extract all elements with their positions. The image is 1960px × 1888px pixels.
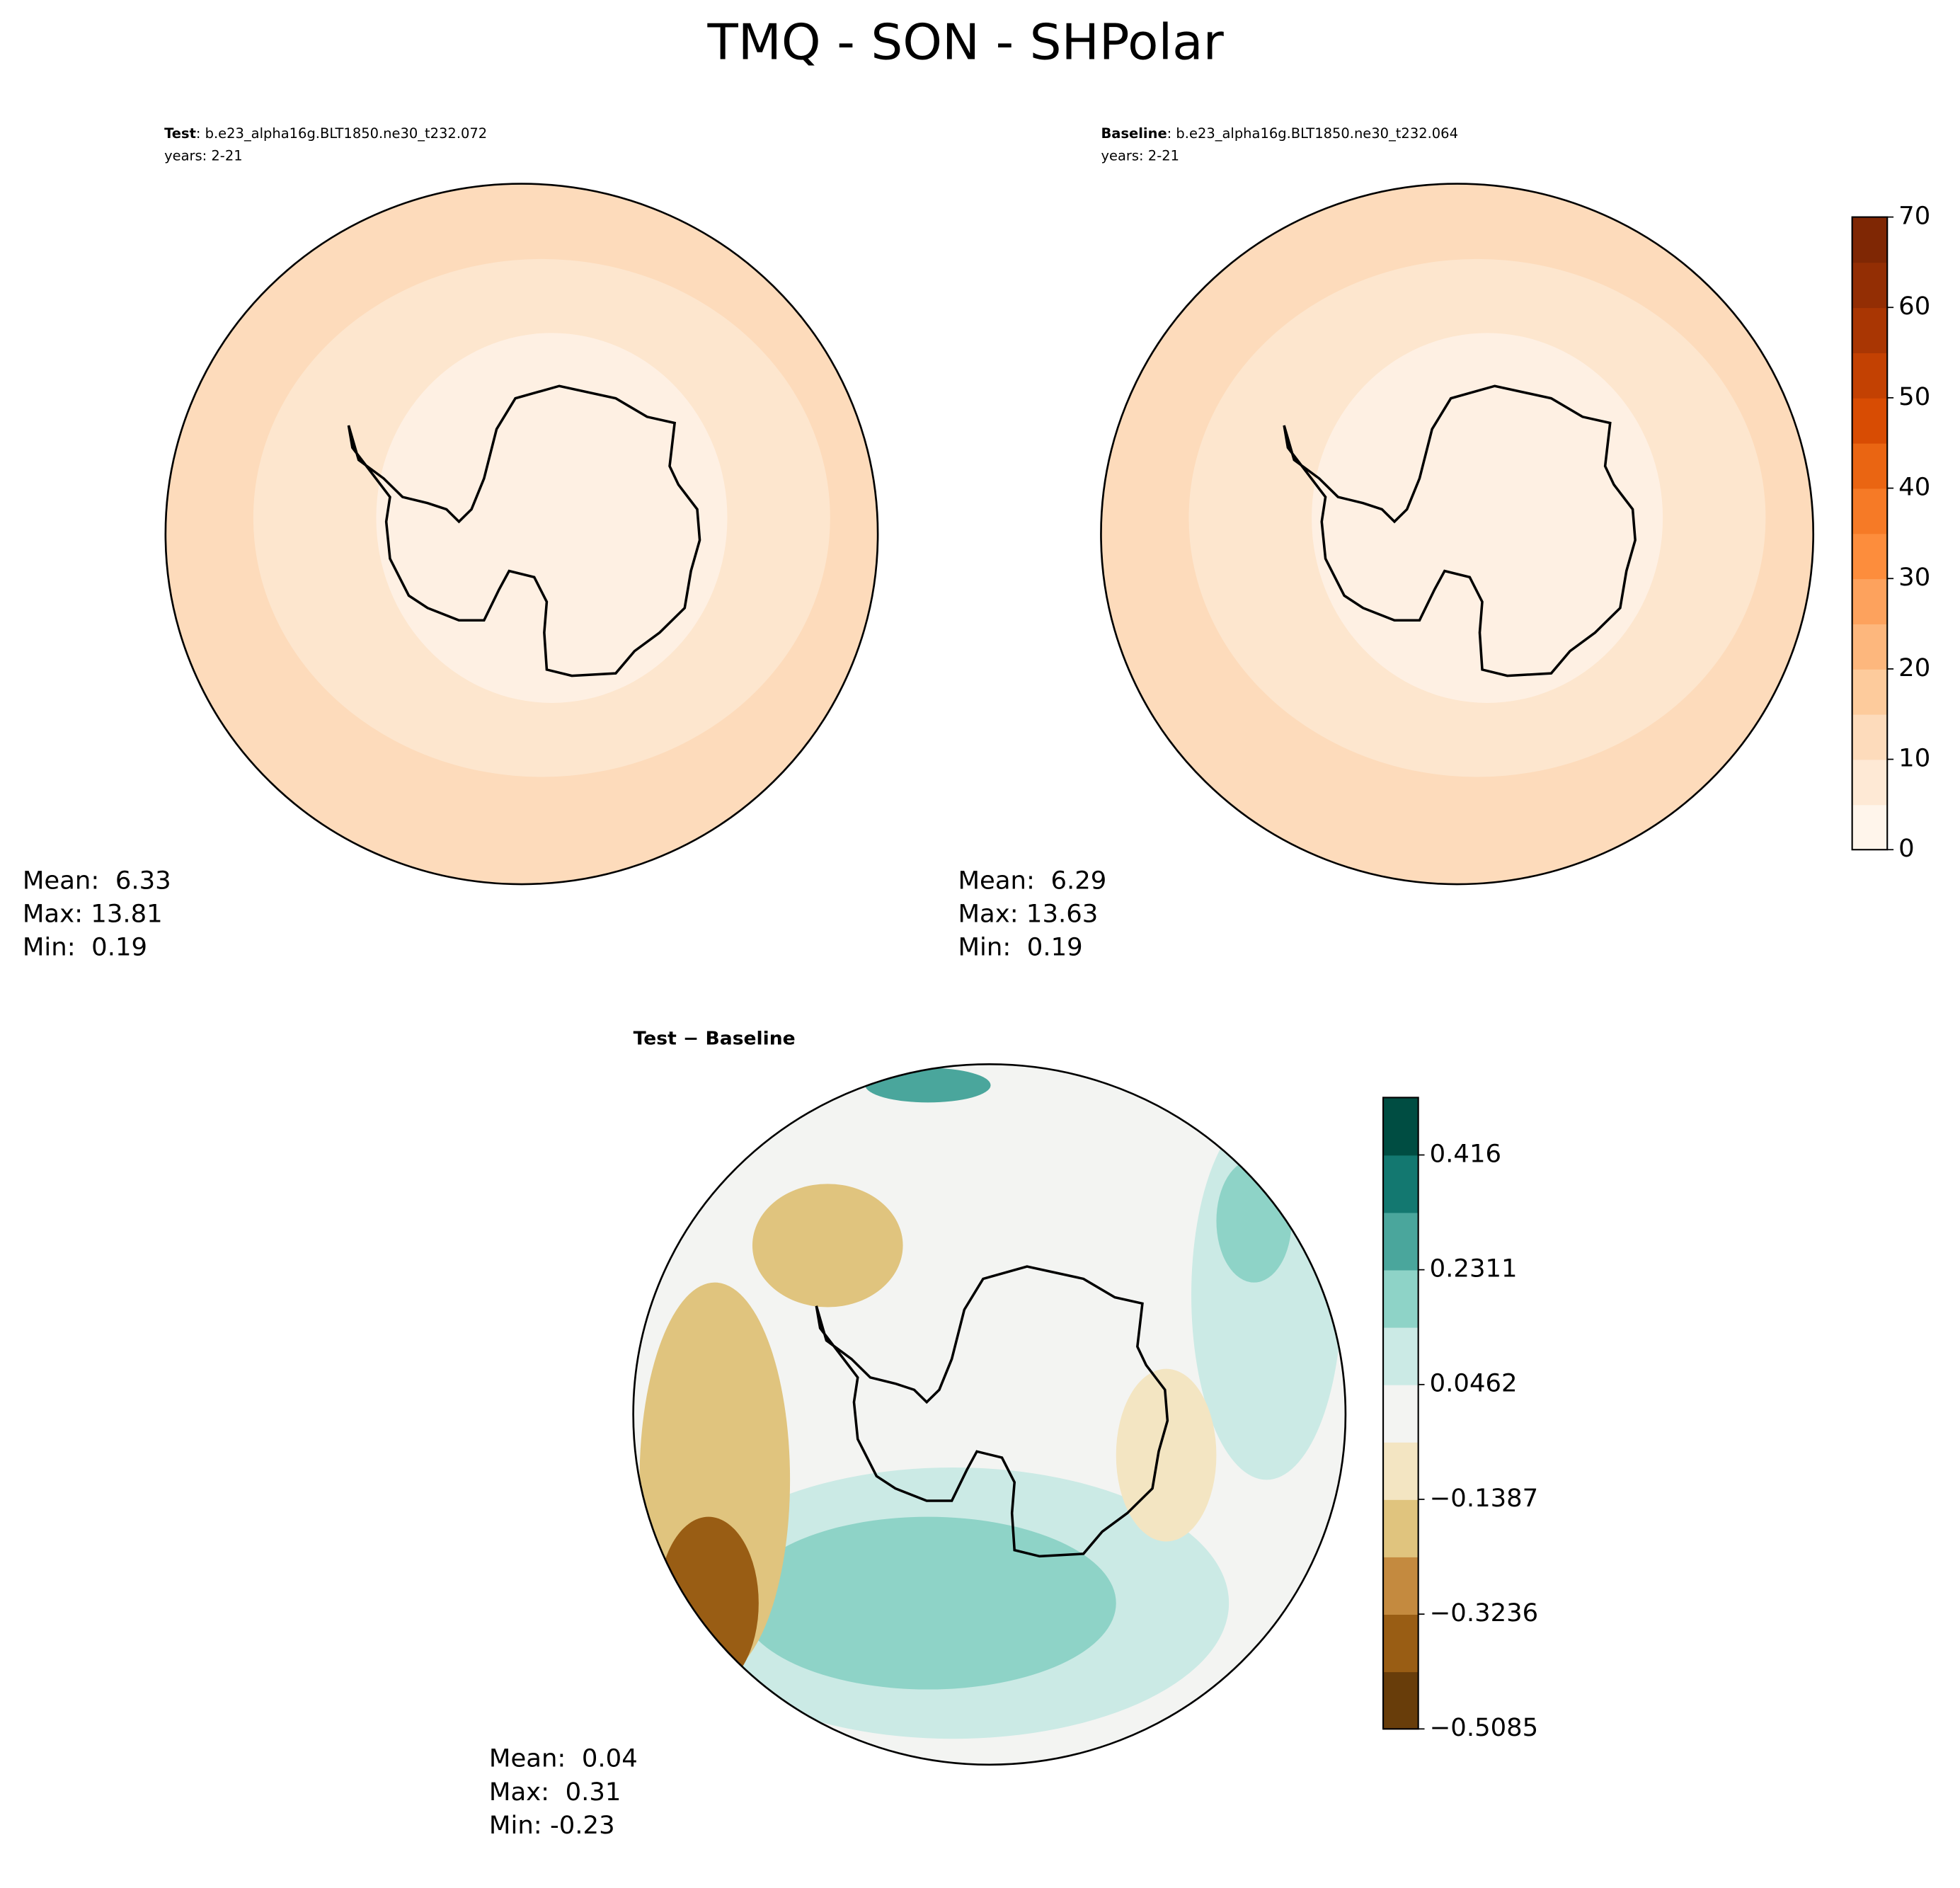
colorbar-tick-label: 0 bbox=[1898, 834, 1915, 863]
stat-line: Max: 13.81 bbox=[23, 900, 163, 929]
colorbar-band bbox=[1383, 1671, 1419, 1730]
colorbar-band bbox=[1383, 1384, 1419, 1443]
colorbar-tick-label: 50 bbox=[1898, 382, 1930, 411]
colorbar-frame bbox=[1382, 1097, 1419, 1730]
colorbar-band bbox=[1852, 353, 1888, 399]
colorbar-band bbox=[1852, 578, 1888, 624]
colorbar-band bbox=[1852, 262, 1888, 309]
colorbar-band bbox=[1852, 804, 1888, 851]
colorbar-band bbox=[1852, 759, 1888, 806]
colorbar-band bbox=[1852, 533, 1888, 580]
colorbar-band bbox=[1852, 624, 1888, 670]
colorbar-band bbox=[1383, 1155, 1419, 1213]
colorbar-band bbox=[1852, 668, 1888, 715]
panel-title: Baseline: b.e23_alpha16g.BLT1850.ne30_t2… bbox=[1101, 125, 1458, 142]
panel-label: Test bbox=[164, 125, 196, 142]
colorbar-tick-label: 20 bbox=[1898, 653, 1930, 682]
colorbar-band bbox=[1852, 217, 1888, 263]
colorbar-band bbox=[1383, 1097, 1419, 1156]
stat-line: Mean: 6.33 bbox=[23, 866, 171, 896]
panel-years: years: 2-21 bbox=[1101, 148, 1179, 164]
stat-line: Min: 0.19 bbox=[958, 933, 1082, 962]
stat-line: Min: 0.19 bbox=[23, 933, 147, 962]
map-difference bbox=[633, 1064, 1346, 1765]
colorbar-tick-label: 0.416 bbox=[1430, 1140, 1501, 1169]
colorbar-frame bbox=[1851, 216, 1889, 851]
colorbar-tick-label: 70 bbox=[1898, 202, 1930, 231]
colorbar-band bbox=[1383, 1269, 1419, 1328]
stat-line: Mean: 6.29 bbox=[958, 866, 1106, 896]
panel-label: Baseline bbox=[1101, 125, 1167, 142]
colorbar-band bbox=[1852, 714, 1888, 760]
panel-title: Test − Baseline bbox=[634, 1029, 796, 1050]
colorbar-tick-label: −0.3236 bbox=[1430, 1598, 1539, 1627]
colorbar-band bbox=[1383, 1327, 1419, 1385]
colorbar-tick-label: 40 bbox=[1898, 473, 1930, 502]
colorbar-band bbox=[1852, 488, 1888, 534]
map-test bbox=[165, 183, 878, 885]
colorbar-band bbox=[1383, 1614, 1419, 1673]
stat-line: Max: 13.63 bbox=[958, 900, 1098, 929]
colorbar-tick-label: 30 bbox=[1898, 563, 1930, 592]
stat-line: Max: 0.31 bbox=[489, 1778, 621, 1807]
colorbar-band bbox=[1852, 442, 1888, 489]
colorbar-tick-label: 0.2311 bbox=[1430, 1254, 1518, 1283]
map-baseline bbox=[1101, 183, 1813, 885]
colorbar-band bbox=[1383, 1499, 1419, 1557]
panel-title: Test: b.e23_alpha16g.BLT1850.ne30_t232.0… bbox=[164, 125, 487, 142]
colorbar-band bbox=[1852, 397, 1888, 444]
stat-line: Min: -0.23 bbox=[489, 1811, 615, 1840]
colorbar-band bbox=[1852, 307, 1888, 353]
stat-line: Mean: 0.04 bbox=[489, 1744, 638, 1773]
figure-title: TMQ - SON - SHPolar bbox=[707, 13, 1224, 71]
panel-run: : b.e23_alpha16g.BLT1850.ne30_t232.072 bbox=[196, 125, 487, 142]
panel-run: : b.e23_alpha16g.BLT1850.ne30_t232.064 bbox=[1167, 125, 1458, 142]
colorbar-tick-label: −0.1387 bbox=[1430, 1484, 1539, 1513]
colorbar-tick-label: −0.5085 bbox=[1430, 1713, 1539, 1742]
colorbar-band bbox=[1383, 1557, 1419, 1615]
colorbar-tick-label: 0.0462 bbox=[1430, 1369, 1518, 1398]
colorbar-band bbox=[1383, 1212, 1419, 1271]
colorbar-tick-label: 60 bbox=[1898, 292, 1930, 321]
colorbar-band bbox=[1383, 1441, 1419, 1500]
panel-years: years: 2-21 bbox=[164, 148, 243, 164]
colorbar-tick-label: 10 bbox=[1898, 744, 1930, 773]
